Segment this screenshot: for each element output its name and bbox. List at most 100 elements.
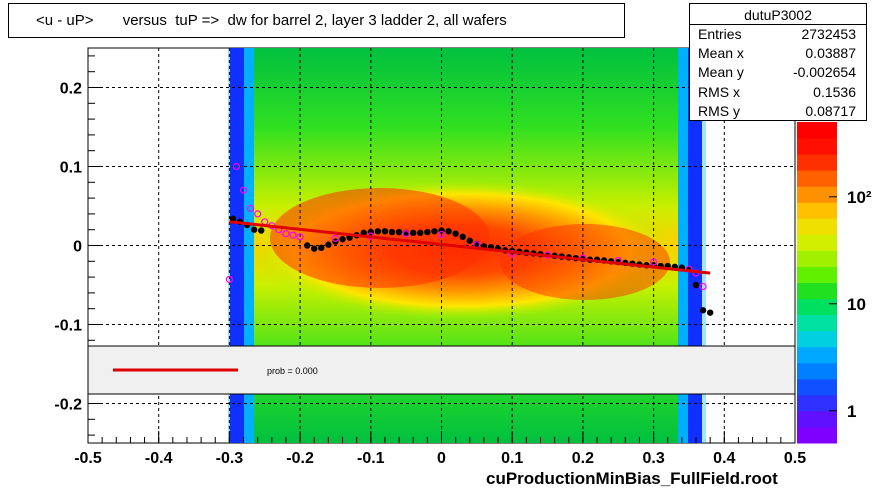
stats-value: 0.08717 [805,102,856,119]
data-point [318,244,325,252]
data-point-open [699,282,707,291]
colorbar-cell [797,122,837,139]
stats-label: RMS y [698,102,740,119]
grid-lines [88,48,795,443]
data-point-open [225,275,233,284]
data-point [692,281,700,289]
stats-value: 2732453 [801,26,856,42]
colorbar-cell [797,186,837,203]
data-point [303,242,311,249]
x-tick-label: 0.4 [713,450,735,467]
colorbar-cell [797,250,837,267]
data-point [229,215,237,222]
y-tick-labels: -0.2 -0.1 0 0.1 0.2 [54,81,82,414]
y-tick-label: 0.2 [60,81,82,98]
colorbar-cell [797,298,837,316]
data-point [325,241,332,248]
colorbar-cell [797,202,837,219]
data-point [452,230,459,237]
plot-title: <u - uP> versus tuP => dw for barrel 2, … [8,3,625,38]
colorbar: 1 10 10² [797,122,872,444]
x-tick-label: -0.1 [357,450,385,467]
colorbar-cell [797,410,837,428]
data-point-open [296,233,304,241]
data-point [374,228,382,235]
axis-ticks [87,55,796,443]
y-tick-label: 0.1 [60,160,82,177]
colorbar-tick-label: 10² [847,188,872,207]
data-point [699,307,707,314]
x-tick-label: 0 [437,450,446,467]
data-point [706,309,714,316]
y-tick-label: -0.1 [54,318,82,335]
x-tick-labels: -0.5 -0.4 -0.3 -0.2 -0.1 0 0.1 0.2 0.3 0.4 0.5 [74,450,806,467]
data-point-open [247,204,255,212]
data-point [311,245,318,252]
colorbar-cell [797,394,837,412]
colorbar-cell [797,218,837,235]
stats-row: RMS y 0.08717 [690,102,866,121]
data-point-open [402,230,410,238]
data-point [445,228,452,235]
colorbar-tick-label: 1 [847,402,856,421]
data-point [250,226,258,233]
stats-label: Mean x [698,45,744,62]
x-tick-label: 0.1 [501,450,523,467]
stats-label: RMS x [698,83,740,100]
data-point [431,228,438,235]
colorbar-cell [797,362,837,380]
data-point-open [289,231,297,239]
footer-filename: cuProductionMinBias_FullField.root [486,469,778,488]
data-point-open [649,258,658,266]
data-point-open [254,210,262,218]
stats-box: dutuP3002 Entries 2732453 Mean x 0.03887 M… [689,3,867,121]
colorbar-cell [797,330,837,348]
colorbar-tick-label: 10 [847,295,866,314]
colorbar-cell [797,234,837,251]
data-point-open [437,230,446,239]
data-point [339,235,346,243]
x-tick-label: 0.5 [784,450,806,467]
x-tick-label: -0.3 [216,450,244,467]
stats-row: Mean x 0.03887 [690,44,866,63]
stats-value: 0.1536 [813,83,856,100]
data-point [258,227,265,234]
legend-label: prob = 0.000 [267,366,318,376]
stats-label: Mean y [698,64,744,81]
colorbar-cell [797,170,837,187]
fit-line [229,220,711,275]
stats-name: dutuP3002 [690,4,866,25]
stats-value: 0.03887 [805,45,856,62]
colorbar-cell [797,426,837,444]
data-point [466,237,473,244]
colorbar-cell [797,282,837,300]
x-tick-label: 0.2 [572,450,594,467]
stats-row: Entries 2732453 [690,25,866,44]
colorbar-cell [797,314,837,332]
stats-row: Mean y -0.002654 [690,63,866,82]
data-point [459,233,466,241]
data-point [388,228,396,236]
colorbar-cell [797,138,837,155]
data-point-open [232,162,241,171]
data-point-open [239,186,248,194]
data-point [395,228,403,236]
x-tick-label: -0.5 [74,450,102,467]
data-point [410,229,417,237]
x-tick-label: 0.3 [642,450,664,467]
data-point [424,228,431,236]
data-point [381,228,389,235]
x-tick-label: -0.4 [145,450,173,467]
colorbar-cell [797,266,837,283]
data-point [417,229,424,237]
y-tick-label: 0 [73,239,82,256]
data-point-open [331,234,340,242]
y-tick-label: -0.2 [54,397,82,414]
colorbar-cell [797,154,837,171]
colorbar-cell [797,346,837,364]
stats-value: -0.002654 [792,64,856,81]
data-point [360,229,367,237]
stats-label: Entries [698,26,742,42]
x-tick-label: -0.2 [286,450,314,467]
